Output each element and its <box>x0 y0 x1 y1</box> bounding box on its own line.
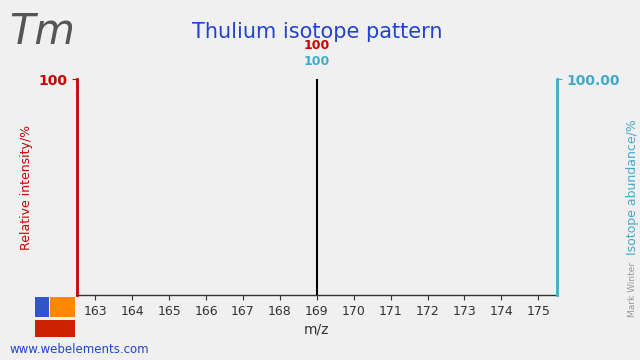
X-axis label: m/z: m/z <box>304 322 330 336</box>
Y-axis label: Relative intensity/%: Relative intensity/% <box>20 125 33 250</box>
Text: 100: 100 <box>303 55 330 68</box>
Text: www.webelements.com: www.webelements.com <box>10 343 149 356</box>
Text: Mark Winter: Mark Winter <box>628 262 637 317</box>
Text: Tm: Tm <box>10 11 76 53</box>
Y-axis label: Isotope abundance/%: Isotope abundance/% <box>625 119 639 255</box>
Bar <box>35 320 75 337</box>
Bar <box>50 297 75 317</box>
Title: Thulium isotope pattern: Thulium isotope pattern <box>191 22 442 41</box>
Bar <box>35 297 49 317</box>
Bar <box>35 339 75 346</box>
Text: 100: 100 <box>303 39 330 51</box>
